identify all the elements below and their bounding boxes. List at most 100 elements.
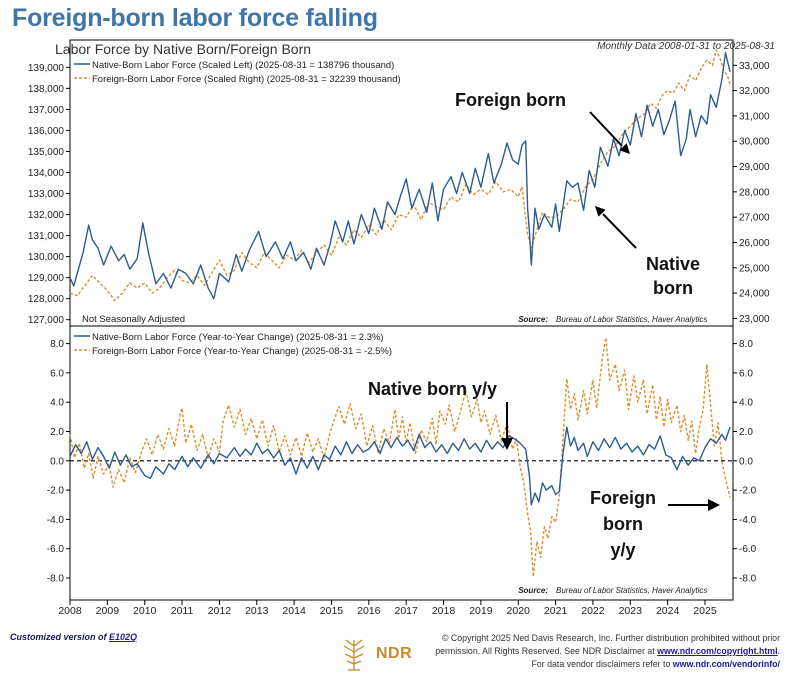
top-left-axis-tick-label: 135,000	[28, 147, 65, 158]
ndr-logo-icon	[343, 639, 365, 671]
bottom-right-axis-tick-label: 8.0	[739, 339, 753, 350]
top-right-axis-tick-label: 33,000	[739, 61, 770, 72]
top-series	[69, 49, 731, 302]
top-note: Not Seasonally Adjusted	[82, 314, 185, 325]
bottom-right-axis-tick-label: 6.0	[739, 368, 753, 379]
copyright-link[interactable]: www.ndr.com/copyright.html	[657, 646, 778, 656]
bottom-left-axis-tick-label: -6.0	[47, 544, 65, 555]
top-source-text: Bureau of Labor Statistics, Haver Analyt…	[556, 315, 707, 324]
x-tick-label: 2015	[320, 605, 344, 617]
bottom-right-axis: -8.0 -6.0 -4.0 -2.0 0.0 2.0 4.0 6.0 8.0	[733, 339, 757, 585]
annotation-foreign-yoy-line1: Foreign	[590, 488, 656, 508]
vendorinfo-link[interactable]: www.ndr.com/vendorinfo/	[672, 659, 780, 669]
legend-native-yoy-label: Native-Born Labor Force (Year-to-Year Ch…	[92, 332, 384, 343]
x-axis: 2008 2009 2010 2011 2012 2013 2014 2015 2016 2017…	[58, 600, 717, 617]
footer-copyright: © Copyright 2025 Ned Davis Research, Inc…	[430, 632, 780, 671]
legend-native-label: Native-Born Labor Force (Scaled Left) (2…	[92, 60, 394, 71]
top-left-axis: 127,000 128,000 129,000 130,000 131,000 132,0…	[28, 63, 70, 326]
top-left-axis-tick-label: 133,000	[28, 189, 65, 200]
annotation-native-born-line2: born	[653, 278, 693, 298]
bottom-source-label: Source:	[518, 586, 548, 595]
copyright-line-2: permission. All Rights Reserved. See NDR…	[430, 645, 780, 658]
annotation-native-born-arrow-line	[602, 213, 637, 249]
bottom-left-axis-tick-label: 4.0	[50, 398, 64, 409]
copyright-line-3-text: For data vendor disclaimers refer to	[531, 659, 673, 669]
x-tick-label: 2013	[245, 605, 269, 617]
legend-foreign-yoy-label: Foreign-Born Labor Force (Year-to-Year C…	[92, 346, 392, 357]
copyright-line-3: For data vendor disclaimers refer to www…	[430, 658, 781, 671]
native-born-level-line	[69, 51, 731, 300]
top-left-axis-tick-label: 134,000	[28, 168, 65, 179]
bottom-left-axis: -8.0 -6.0 -4.0 -2.0 0.0 2.0 4.0 6.0 8.0	[47, 339, 70, 585]
x-tick-label: 2024	[656, 605, 680, 617]
footer-customized: Customized version of E102Q	[10, 632, 137, 642]
x-tick-label: 2009	[96, 605, 120, 617]
top-left-axis-tick-label: 130,000	[28, 252, 65, 263]
chart-canvas: Labor Force by Native Born/Foreign Born …	[28, 39, 775, 617]
x-tick-label: 2021	[544, 605, 568, 617]
bottom-right-axis-tick-label: 0.0	[739, 456, 753, 467]
x-tick-label: 2017	[394, 605, 418, 617]
bottom-left-axis-tick-label: -2.0	[47, 486, 65, 497]
annotation-foreign-yoy-line2: born	[603, 514, 643, 534]
annotation-native-yoy-arrowhead	[501, 438, 513, 450]
annotation-native-born-arrowhead	[595, 206, 606, 217]
x-tick-label: 2010	[133, 605, 157, 617]
bottom-right-axis-tick-label: 2.0	[739, 427, 753, 438]
bottom-right-axis-tick-label: -6.0	[739, 544, 757, 555]
bottom-right-axis-tick-label: -2.0	[739, 486, 757, 497]
top-right-axis-tick-label: 28,000	[739, 187, 770, 198]
bottom-series	[69, 337, 731, 578]
top-left-axis-tick-label: 137,000	[28, 105, 65, 116]
top-source-label: Source:	[518, 315, 548, 324]
top-right-axis-tick-label: 31,000	[739, 111, 770, 122]
native-born-yoy-line	[69, 426, 731, 506]
annotation-foreign-yoy-arrowhead	[708, 499, 720, 511]
top-left-axis-tick-label: 127,000	[28, 315, 65, 326]
top-left-axis-tick-label: 128,000	[28, 294, 65, 305]
bottom-right-axis-tick-label: -8.0	[739, 574, 757, 585]
footer-customized-code-link[interactable]: E102Q	[109, 632, 138, 642]
ndr-logo-text: NDR	[376, 645, 413, 662]
bottom-left-axis-tick-label: -4.0	[47, 515, 65, 526]
top-right-axis-tick-label: 32,000	[739, 86, 770, 97]
x-tick-label: 2023	[619, 605, 643, 617]
copyright-line-1: © Copyright 2025 Ned Davis Research, Inc…	[442, 633, 780, 643]
x-tick-label: 2025	[693, 605, 717, 617]
foreign-born-yoy-line	[69, 337, 731, 578]
bottom-left-axis-tick-label: -8.0	[47, 574, 65, 585]
annotation-foreign-yoy-line3: y/y	[610, 540, 635, 560]
annotation-foreign-born: Foreign born	[455, 90, 566, 110]
page-headline: Foreign-born labor force falling	[12, 4, 378, 32]
top-right-axis-tick-label: 25,000	[739, 263, 770, 274]
top-left-axis-tick-label: 129,000	[28, 273, 65, 284]
top-left-axis-tick-label: 139,000	[28, 63, 65, 74]
x-tick-label: 2008	[58, 605, 82, 617]
x-tick-label: 2020	[507, 605, 531, 617]
legend-foreign-label: Foreign-Born Labor Force (Scaled Right) …	[92, 74, 401, 85]
top-left-axis-tick-label: 132,000	[28, 210, 65, 221]
x-tick-label: 2019	[469, 605, 493, 617]
top-chart-subtitle: Monthly Data 2008-01-31 to 2025-08-31	[597, 41, 775, 52]
top-right-axis-tick-label: 26,000	[739, 238, 770, 249]
bottom-right-axis-tick-label: -4.0	[739, 515, 757, 526]
x-tick-label: 2018	[432, 605, 456, 617]
x-tick-label: 2012	[208, 605, 232, 617]
bottom-left-axis-tick-label: 0.0	[50, 456, 64, 467]
annotation-foreign-born-arrowhead	[619, 143, 630, 154]
top-right-axis-tick-label: 24,000	[739, 289, 770, 300]
footer-customized-prefix: Customized version of	[10, 632, 110, 642]
x-tick-label: 2011	[171, 605, 194, 617]
bottom-left-axis-tick-label: 8.0	[50, 339, 64, 350]
top-right-axis-tick-label: 30,000	[739, 137, 770, 148]
copyright-line-2-text: permission. All Rights Reserved. See NDR…	[435, 646, 658, 656]
annotation-foreign-born-arrow-line	[589, 111, 623, 147]
copyright-line-2-end: .	[777, 646, 780, 656]
annotation-native-born-yoy: Native born y/y	[368, 379, 497, 399]
bottom-left-axis-tick-label: 2.0	[50, 427, 64, 438]
annotation-native-born-line1: Native	[646, 254, 700, 274]
bottom-source-text: Bureau of Labor Statistics, Haver Analyt…	[556, 586, 707, 595]
top-right-axis-tick-label: 23,000	[739, 314, 770, 325]
top-left-axis-tick-label: 138,000	[28, 84, 65, 95]
top-left-axis-tick-label: 131,000	[28, 231, 65, 242]
